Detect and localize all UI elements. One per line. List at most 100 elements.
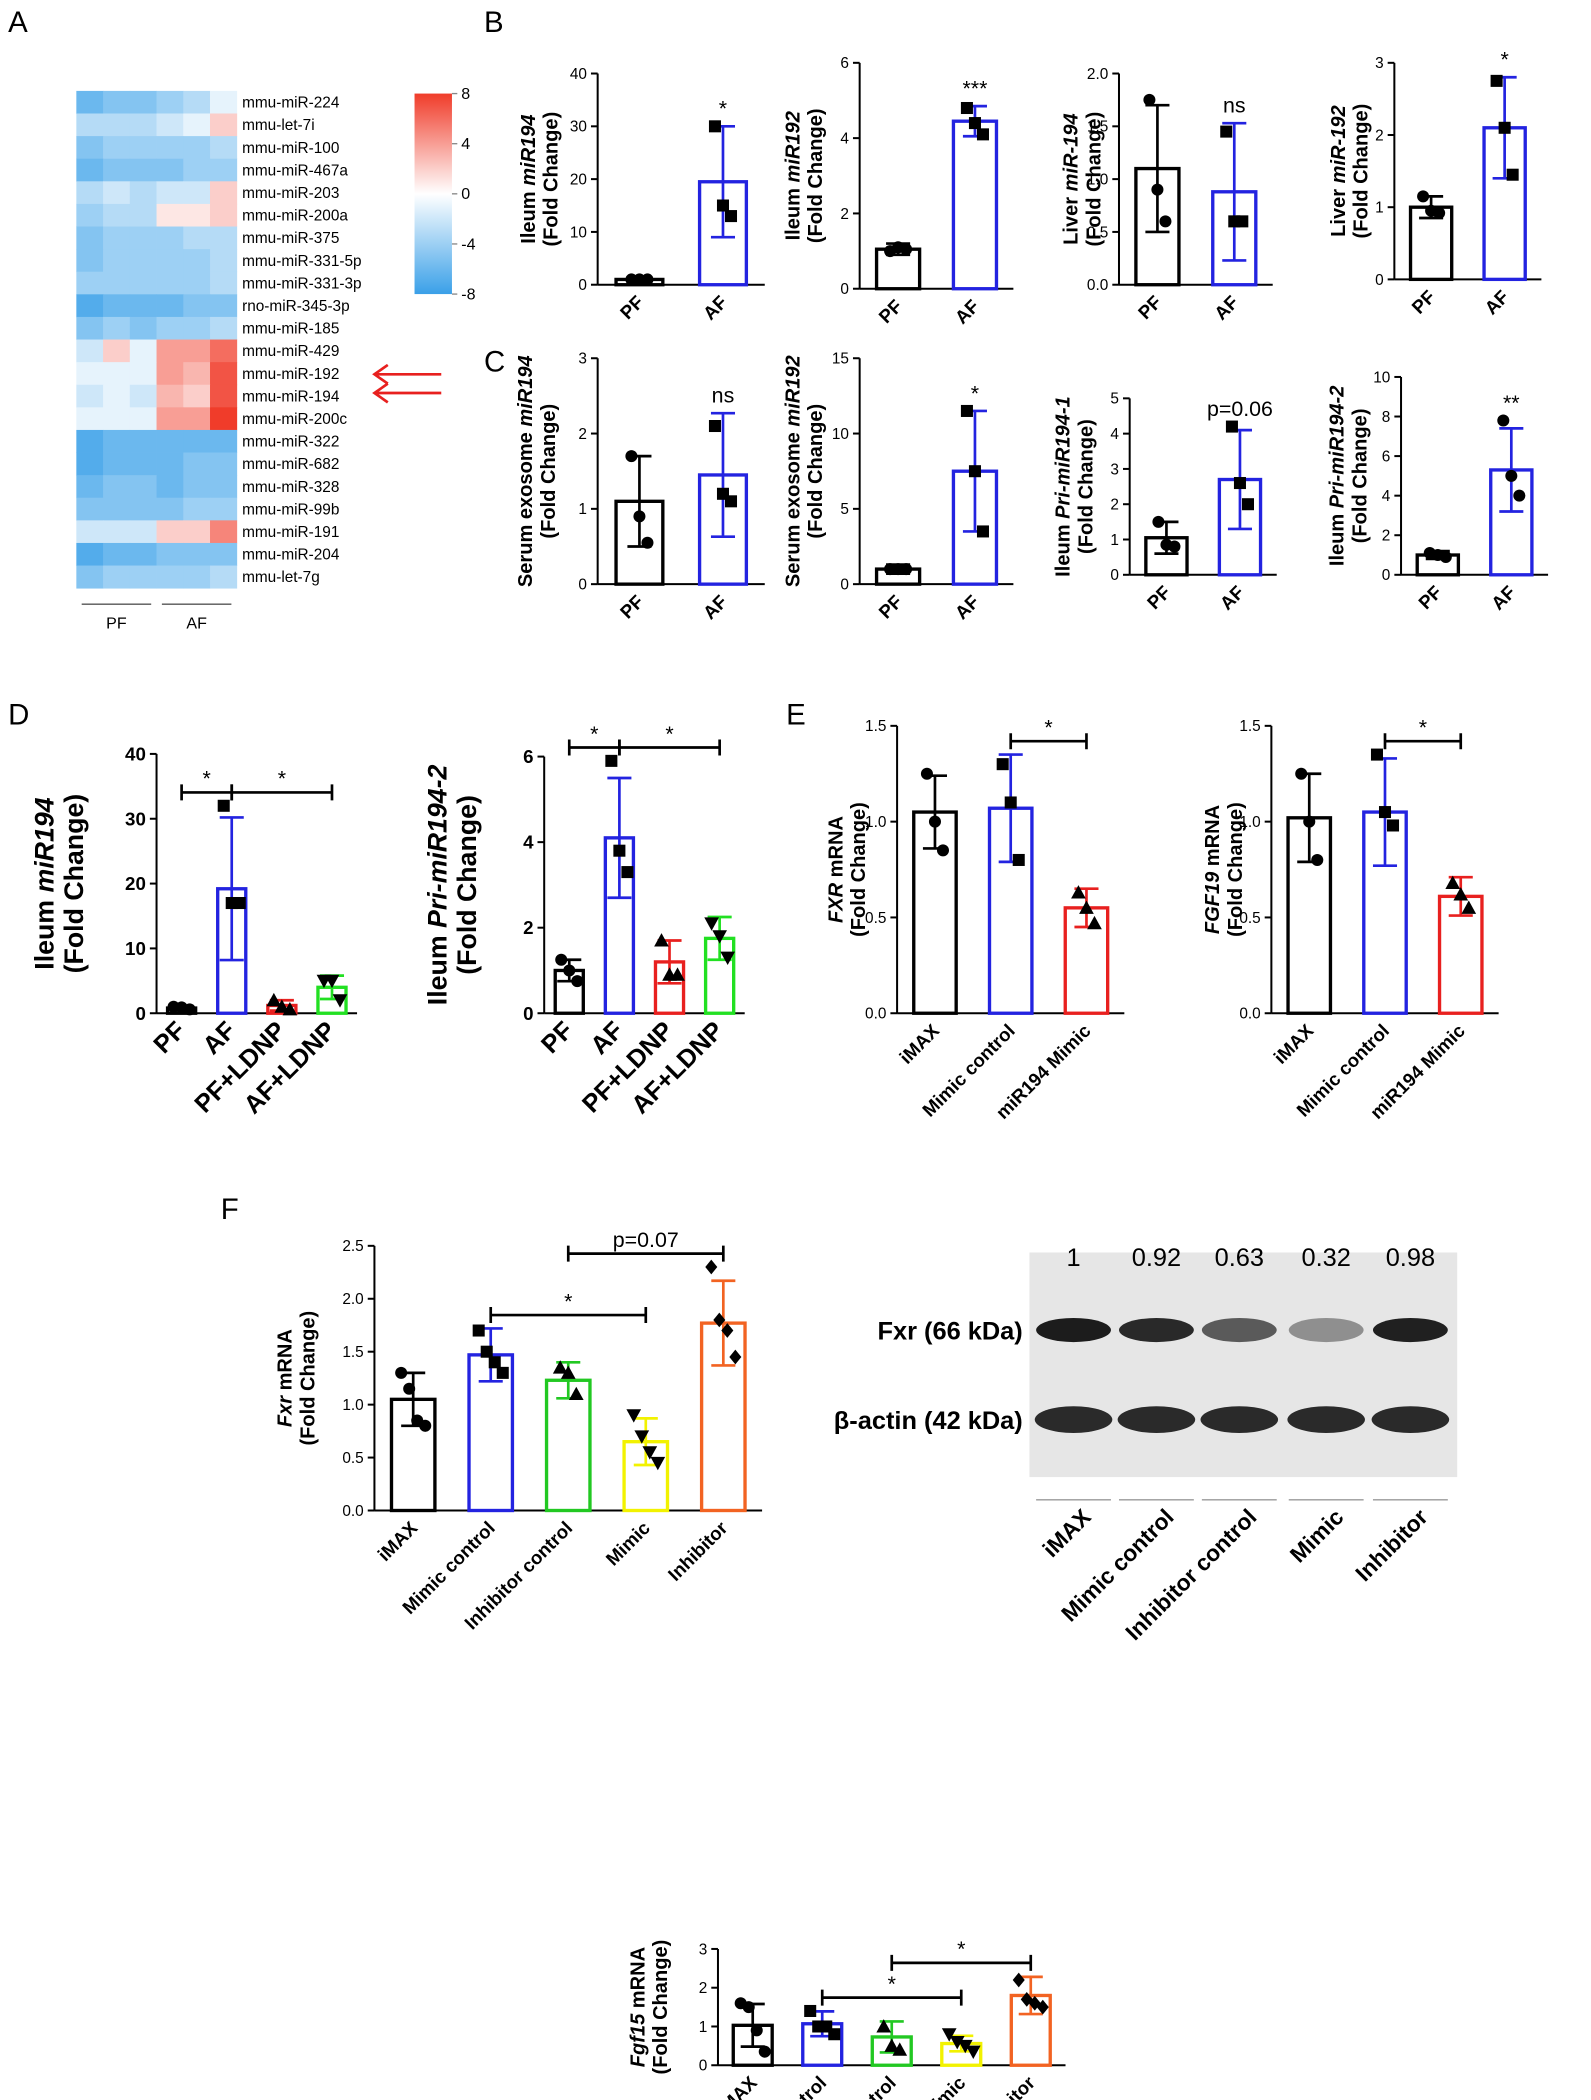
heatmap-cell [76,565,104,589]
heatmap-cell [183,249,211,273]
y-tick-label: 0.5 [342,1450,363,1467]
panel-label: F [221,1193,239,1226]
data-point [996,758,1009,771]
heatmap-cell [129,497,157,521]
data-point [419,1419,432,1432]
y-axis-label-part: Ileum [783,182,805,240]
heatmap-cell [183,294,211,318]
heatmap-cell [103,271,131,295]
y-axis-label-part: mRNA [627,1947,649,2014]
heatmap-cell [103,497,131,521]
colorbar-tick-label: -4 [461,235,475,253]
heatmap-cell [76,339,104,363]
heatmap-cell [76,249,104,273]
heatmap-cell [183,565,211,589]
heatmap-cell [76,294,104,318]
colorbar-tick-label: 0 [461,185,470,203]
heatmap-cell [76,542,104,566]
data-point [960,404,973,417]
data-point [1378,806,1392,819]
actin-band [1200,1406,1279,1433]
y-axis-label-part: miR192 [783,111,805,182]
error-bar [633,1417,658,1467]
data-point [634,1430,650,1444]
y-axis-label-part: Fxr [275,1395,297,1427]
panel-label: B [484,6,504,39]
heatmap-cell [156,158,184,182]
error-bar [710,411,736,539]
significance: * [971,381,979,405]
heatmap-cell [129,475,157,499]
significance: * [1500,48,1508,72]
heatmap-cell [129,429,157,453]
data-point [1506,168,1519,181]
row-label: mmu-miR-204 [242,547,340,564]
bracket-label: * [665,722,673,746]
data-point [266,992,282,1007]
y-axis-label: Liver miR-192 [1328,105,1350,236]
y-tick-label: 6 [523,746,533,767]
y-axis-label-part: miR-192 [1328,105,1350,183]
heatmap-cell [210,339,238,363]
heatmap-cell [210,362,238,386]
row-label: mmu-miR-467a [242,162,348,179]
data-point [613,844,626,857]
y-tick-label: 0 [1375,272,1384,289]
y-tick-label: 40 [125,743,146,764]
data-point [1225,420,1238,433]
data-point [1071,885,1086,899]
heatmap-cell [183,226,211,250]
data-point [1004,796,1017,809]
y-tick-label: 2 [1110,497,1119,514]
y-tick-label: 0 [840,281,849,298]
data-point [1036,1999,1049,2015]
heatmap-cell [210,565,238,589]
data-point [949,2035,965,2050]
y-axis-label: Ileum miR192 [783,111,805,240]
y-axis-label: (Fold Change) [1349,409,1371,544]
heatmap-cell [156,520,184,544]
y-axis-label-part: FXR [825,882,847,923]
heatmap-cell [210,452,238,476]
y-axis-label-part: Serum exosome [515,427,537,587]
y-tick-label: 0 [699,2058,708,2075]
heatmap-cell [183,316,211,340]
heatmap-cell [210,226,238,250]
y-axis-label: Fgf15 mRNA [627,1947,649,2067]
heatmap-cell [76,520,104,544]
data-point [1505,469,1518,482]
heatmap-cell [103,158,131,182]
y-axis-label-part: miR194 [518,114,540,185]
y-tick-label: 0.0 [1087,277,1108,294]
y-axis-label-part: miR192 [783,355,805,426]
y-tick-label: 6 [840,55,849,72]
data-point [625,450,638,463]
row-label: mmu-miR-429 [242,343,339,360]
heatmap-cell [129,362,157,386]
heatmap-cell [183,90,211,114]
heatmap-cell [183,181,211,205]
quantification: 0.92 [1132,1244,1181,1272]
data-point [1387,819,1400,832]
bracket-label: * [590,722,598,746]
y-tick-label: 1.5 [1239,718,1260,735]
data-point [1461,900,1477,914]
heatmap-cell [103,136,131,160]
heatmap-cell [156,90,184,114]
heatmap-cell [183,113,211,137]
data-point [900,563,913,576]
data-point [716,199,729,212]
y-axis-label-part: Fgf15 [627,2013,649,2067]
data-point [1295,767,1308,780]
y-tick-label: 30 [570,119,587,136]
heatmap-cell [156,565,184,589]
heatmap-cell [156,542,184,566]
heatmap-cell [76,429,104,453]
y-axis-label: (Fold Change) [541,112,563,247]
heatmap-cell [183,384,211,408]
heatmap-cell [129,542,157,566]
y-tick-label: 1 [1110,532,1119,549]
y-axis-label-part: miR194 [515,355,537,426]
heatmap-cell [210,249,238,273]
y-axis-label-part: (Fold Change) [59,794,89,974]
